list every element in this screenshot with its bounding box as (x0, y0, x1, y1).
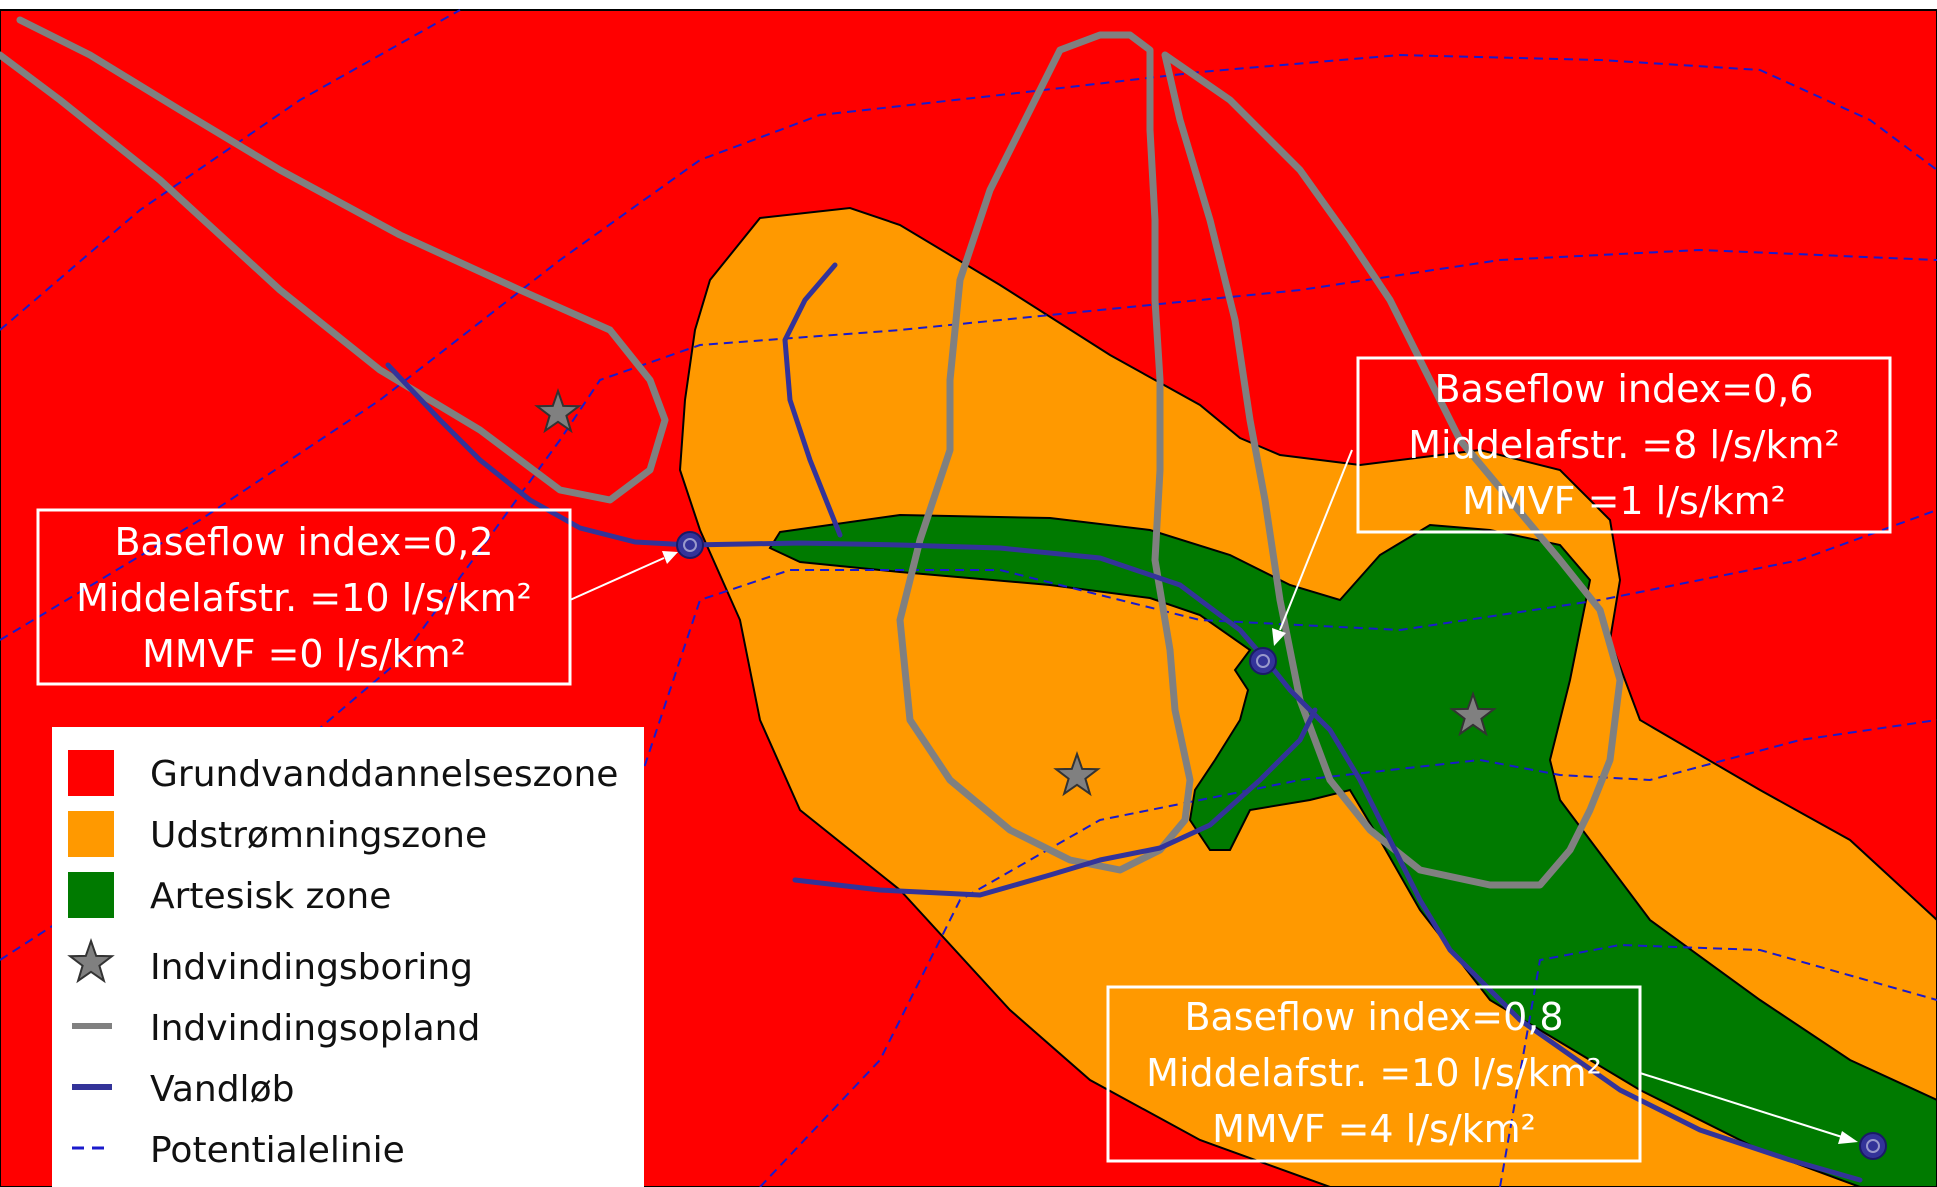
catchment-outline (0, 16, 669, 504)
annotation-line: Baseflow index=0,2 (114, 520, 493, 564)
annotation-line: Baseflow index=0,6 (1434, 367, 1813, 411)
recharge-zone-swatch (68, 750, 114, 796)
legend-label: Potentialelinie (150, 1130, 405, 1171)
annotation-line: MMVF =1 l/s/km² (1462, 479, 1786, 523)
potential-line (0, 9, 461, 331)
potential-line (449, 509, 1937, 1187)
catchment-outline (896, 31, 1194, 874)
potential-line (0, 53, 1937, 641)
annotation-line: Middelafstr. =8 l/s/km² (1408, 423, 1840, 467)
star-icon (67, 937, 115, 984)
catchment-lines (0, 16, 1624, 889)
streams (385, 262, 1863, 1183)
legend-background (52, 727, 644, 1187)
legend-label: Grundvanddannelseszone (150, 754, 618, 795)
arrowhead (1838, 1131, 1858, 1144)
potential-line (0, 248, 1937, 961)
legend-label: Indvindingsboring (150, 947, 473, 988)
measurement-point-icon (1859, 1132, 1887, 1160)
stream-line (792, 707, 1318, 898)
potential-lines (0, 9, 1937, 1187)
measurement-point-icon (676, 531, 704, 559)
annotation-line: Baseflow index=0,8 (1184, 995, 1563, 1039)
annotation-line: Middelafstr. =10 l/s/km² (76, 576, 532, 620)
arrowhead (662, 551, 678, 564)
well-star-icon (1449, 690, 1497, 737)
annotation-arrow (569, 557, 665, 601)
annotation-arrow (1279, 449, 1353, 631)
legend-label: Artesisk zone (150, 876, 391, 917)
annotation-box-3: Baseflow index=0,8 Middelafstr. =10 l/s/… (1106, 985, 1642, 1163)
stream-line (385, 362, 693, 548)
legend-label: Indvindingsopland (150, 1008, 480, 1049)
stream-line (782, 262, 843, 538)
annotation-box-1: Baseflow index=0,2 Middelafstr. =10 l/s/… (36, 508, 572, 686)
measurement-point-icon (1249, 647, 1277, 675)
arrowhead (1272, 628, 1286, 646)
annotation-arrow (1639, 1072, 1843, 1138)
annotation-box-2: Baseflow index=0,6 Middelafstr. =8 l/s/k… (1356, 356, 1892, 534)
annotation-line: Middelafstr. =10 l/s/km² (1146, 1051, 1602, 1095)
well-star-icon (534, 387, 582, 434)
discharge-zone-swatch (68, 811, 114, 857)
catchment-outline (1161, 51, 1624, 889)
legend-label: Vandløb (150, 1069, 294, 1110)
legend: Grundvanddannelseszone Udstrømningszone … (52, 727, 644, 1187)
potential-line (1499, 943, 1937, 1187)
annotation-line: MMVF =4 l/s/km² (1212, 1107, 1536, 1151)
artesian-zone-swatch (68, 872, 114, 918)
annotation-line: MMVF =0 l/s/km² (142, 632, 466, 676)
well-star-icon (1053, 750, 1101, 797)
legend-label: Udstrømningszone (150, 815, 487, 856)
stream-line (687, 540, 1863, 1183)
